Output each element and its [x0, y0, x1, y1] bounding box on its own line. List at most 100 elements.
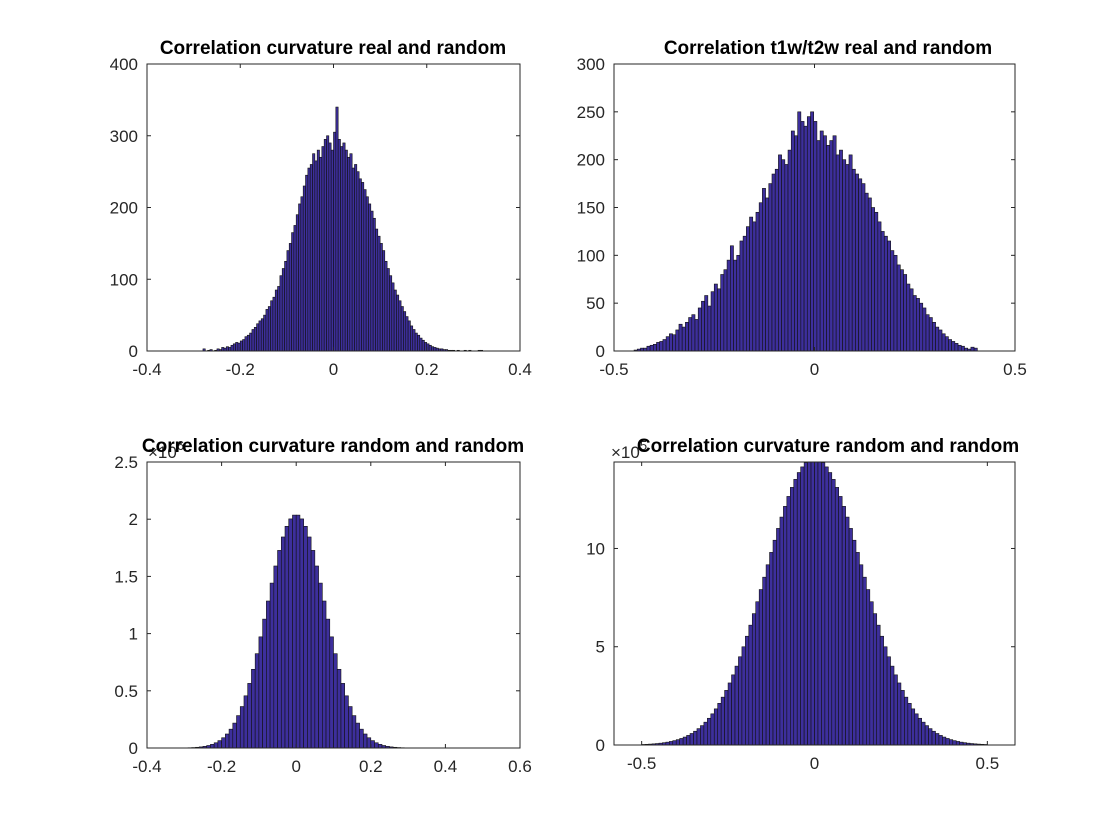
histogram-bar	[697, 307, 702, 352]
y-tick-label: 10	[586, 539, 605, 558]
histogram-bar	[300, 196, 304, 352]
histogram-bar	[356, 171, 360, 352]
histogram-bar	[247, 683, 252, 749]
histogram-bar	[359, 728, 364, 749]
y-tick-label: 5	[596, 638, 605, 657]
histogram-bar	[258, 320, 262, 352]
histogram-bar	[713, 708, 719, 746]
histogram-bar	[302, 185, 306, 352]
y-tick-label: 2.5	[114, 453, 138, 472]
subplot-1-title: Correlation curvature real and random	[160, 38, 506, 59]
histogram-bar	[355, 722, 360, 749]
histogram-bar	[400, 306, 404, 352]
histogram-bar	[765, 197, 770, 352]
histogram-bar	[819, 130, 824, 352]
histogram-bar	[659, 341, 664, 352]
histogram-bar	[748, 624, 753, 746]
y-tick-label: 250	[577, 103, 605, 122]
y-tick-label: 150	[577, 199, 605, 218]
subplot-4-axes: -0.5 0 0.5 0 5 10	[586, 461, 1016, 773]
histogram-bar	[696, 728, 701, 746]
histogram-bar	[230, 344, 234, 352]
histogram-bar	[270, 300, 274, 352]
histogram-bar	[890, 665, 895, 746]
histogram-bar	[417, 334, 421, 352]
histogram-bar	[949, 739, 954, 746]
histogram-bar	[652, 343, 657, 352]
histogram-bar	[916, 298, 920, 352]
histogram-bar	[813, 121, 818, 352]
histogram-bar	[807, 461, 812, 746]
x-tick-label: -0.4	[132, 757, 161, 776]
histogram-bar	[713, 283, 718, 352]
histogram-bar	[862, 576, 867, 746]
y-tick-label: 1.5	[114, 567, 138, 586]
histogram-bar	[277, 286, 281, 352]
histogram-bar	[736, 255, 741, 352]
histogram-bar	[800, 466, 805, 746]
histogram-bar	[838, 496, 843, 746]
histogram-bar	[739, 240, 744, 352]
histogram-bar	[292, 514, 297, 749]
histogram-bar	[419, 337, 423, 352]
histogram-bar	[307, 536, 312, 749]
histogram-bar	[909, 288, 914, 352]
histogram-bar	[349, 153, 353, 352]
histogram-bar	[363, 733, 368, 749]
histogram-bar	[251, 668, 256, 749]
histogram-bar	[922, 307, 927, 352]
histogram-bar	[952, 740, 957, 746]
histogram-bar	[816, 140, 821, 352]
histogram-bar	[693, 730, 698, 746]
histogram-bar	[783, 506, 788, 746]
histogram-bar	[354, 164, 358, 352]
histogram-bar	[323, 139, 327, 352]
histogram-bar	[755, 601, 760, 746]
x-tick-label: 0.5	[976, 754, 1000, 773]
histogram-bar	[864, 192, 869, 352]
histogram-bar	[944, 336, 949, 352]
histogram-bar	[347, 156, 351, 352]
histogram-bar	[932, 321, 936, 352]
histogram-bar	[874, 211, 879, 352]
histogram-bar	[717, 288, 721, 352]
histogram-bar	[734, 665, 739, 746]
histogram-bar	[235, 342, 239, 352]
histogram-bar	[685, 321, 689, 352]
histogram-bar	[741, 646, 746, 746]
histogram-bar	[242, 339, 246, 352]
histogram-bar	[307, 167, 311, 352]
histogram-bar	[954, 343, 959, 352]
histogram-bar	[262, 618, 267, 749]
histogram-bar	[267, 306, 271, 352]
histogram-bar	[316, 149, 320, 352]
histogram-bar	[701, 300, 705, 352]
histogram-bar	[379, 243, 383, 352]
histogram-bar	[273, 565, 278, 749]
subplot-4: ×105 Correlation curvature random and ra…	[586, 436, 1019, 773]
histogram-bar	[738, 656, 743, 746]
subplot-1-bars	[202, 106, 483, 352]
histogram-bar	[855, 552, 860, 746]
y-tick-label: 200	[110, 199, 138, 218]
histogram-bar	[656, 342, 661, 352]
x-tick-label: -0.5	[627, 754, 656, 773]
histogram-bar	[288, 243, 292, 352]
histogram-bar	[883, 235, 888, 352]
subplot-2-bars	[633, 111, 978, 352]
histogram-bar	[945, 738, 950, 746]
histogram-bar	[855, 173, 859, 352]
histogram-bar	[839, 149, 843, 352]
y-tick-label: 0	[129, 739, 138, 758]
histogram-bar	[342, 142, 346, 352]
histogram-bar	[363, 189, 367, 352]
histogram-bar	[772, 539, 777, 746]
histogram-bar	[707, 717, 712, 746]
histogram-bar	[295, 214, 299, 352]
histogram-bar	[851, 168, 856, 352]
histogram-bar	[742, 235, 747, 352]
histogram-bar	[727, 682, 732, 746]
histogram-bar	[263, 314, 267, 352]
